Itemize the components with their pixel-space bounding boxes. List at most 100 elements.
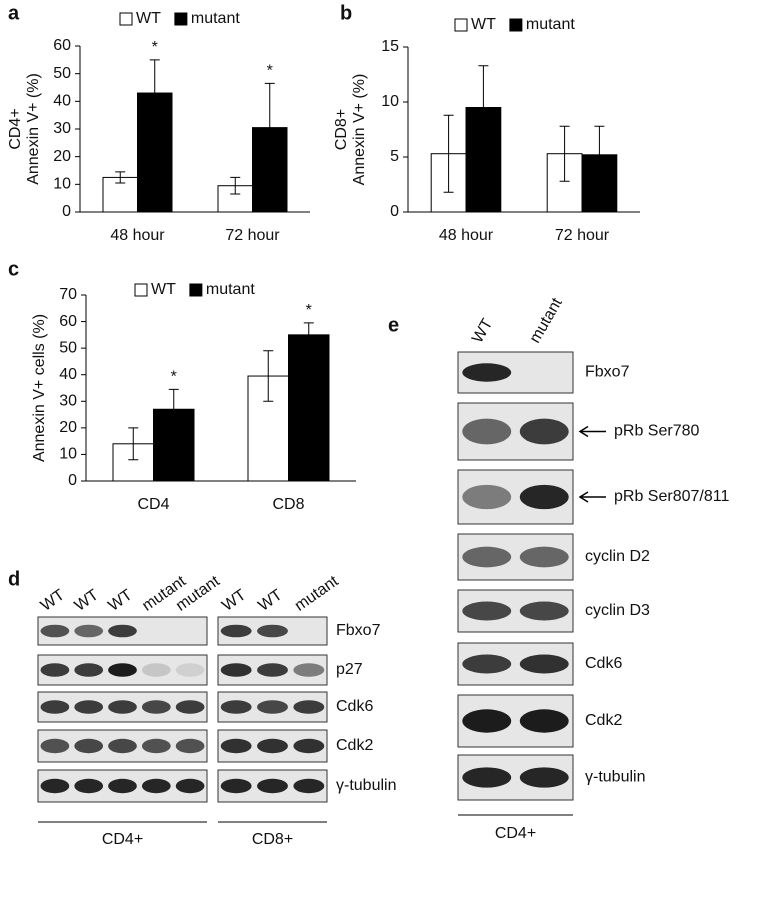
y-tick-label: 70 [59, 286, 77, 303]
legend-label: mutant [206, 281, 255, 298]
significance-marker: * [171, 369, 177, 386]
blot-band [175, 700, 205, 714]
error-bar [128, 427, 139, 461]
blot-band [141, 778, 171, 794]
error-bar [230, 176, 241, 195]
blot-band [257, 700, 288, 714]
panel-label: d [8, 568, 20, 590]
x-tick-label: CD4 [137, 496, 169, 513]
blot-band [519, 601, 569, 621]
error-bar [594, 125, 605, 184]
row-label: Fbxo7 [585, 364, 630, 381]
legend-label: WT [151, 281, 176, 298]
legend-label: WT [136, 10, 161, 27]
y-tick-label: 0 [68, 472, 77, 489]
panel-label: b [340, 2, 352, 24]
significance-marker: * [306, 302, 312, 319]
blot-band [40, 738, 70, 754]
bar [288, 334, 330, 482]
row-label: Cdk2 [336, 737, 373, 754]
blot-band [519, 654, 569, 674]
y-tick-label: 10 [53, 176, 71, 193]
x-tick-label: 48 hour [110, 227, 165, 244]
blot-band [175, 778, 205, 794]
blot-band [74, 624, 104, 638]
y-tick-label: 15 [381, 38, 399, 55]
y-tick-label: 0 [390, 203, 399, 220]
panel-label: a [8, 2, 20, 24]
blot-band [257, 738, 288, 754]
y-axis-label: Annexin V+ cells (%) [31, 314, 48, 462]
lane-label: WT [255, 586, 285, 614]
lane-label: WT [219, 586, 249, 614]
lane-label: mutant [292, 572, 342, 614]
significance-marker: * [267, 63, 273, 80]
blot-band [462, 418, 512, 445]
blot-band [141, 738, 171, 754]
blot-band [462, 767, 512, 788]
blot-band [519, 484, 569, 510]
row-label: Fbxo7 [336, 622, 381, 639]
y-axis-label: CD4+ [7, 108, 24, 149]
blot-band [40, 624, 70, 638]
x-tick-label: 72 hour [225, 227, 280, 244]
panel-label: c [8, 258, 19, 280]
blot-band [141, 663, 171, 677]
blot-band [40, 663, 70, 677]
y-tick-label: 30 [59, 393, 77, 410]
blot-band [220, 624, 252, 638]
blot-band [293, 663, 325, 677]
blot-band [462, 654, 512, 674]
legend-swatch [509, 18, 523, 32]
blot-band [74, 738, 104, 754]
error-bar [264, 82, 275, 173]
blot-band [293, 778, 325, 794]
legend-swatch [189, 283, 203, 297]
row-label: pRb Ser807/811 [614, 488, 729, 505]
x-tick-label: 72 hour [555, 227, 610, 244]
row-label: γ-tubulin [585, 769, 645, 786]
lane-label: WT [105, 586, 135, 614]
y-tick-label: 50 [53, 65, 71, 82]
blot-band [462, 363, 512, 382]
y-tick-label: 20 [59, 419, 77, 436]
row-label: cyclin D2 [585, 548, 650, 565]
blot-band [74, 663, 104, 677]
panel-label: e [388, 314, 399, 336]
error-bar [478, 65, 489, 150]
arrow [578, 425, 606, 438]
legend-swatch [174, 12, 188, 26]
group-label: CD4+ [102, 831, 143, 848]
legend-label: mutant [191, 10, 240, 27]
legend-label: mutant [526, 16, 575, 33]
blot-band [293, 700, 325, 714]
blot-band [519, 418, 569, 445]
y-tick-label: 10 [381, 93, 399, 110]
legend-label: WT [471, 16, 496, 33]
blot-band [40, 700, 70, 714]
y-axis-label: Annexin V+ (%) [25, 73, 42, 185]
blot-band [293, 738, 325, 754]
blot-band [175, 738, 205, 754]
blot-band [462, 484, 512, 510]
blot-band [108, 663, 137, 677]
blot-band [519, 546, 569, 568]
row-label: Cdk2 [585, 712, 622, 729]
legend-swatch [454, 18, 468, 32]
blot-band [462, 709, 512, 733]
error-bar [559, 125, 570, 182]
y-tick-label: 60 [53, 37, 71, 54]
blot-band [519, 767, 569, 788]
blot-band [175, 663, 205, 677]
blot-band [141, 700, 171, 714]
y-tick-label: 10 [59, 446, 77, 463]
lane-label: WT [72, 586, 102, 614]
blot-band [462, 601, 512, 621]
blot-band [257, 624, 288, 638]
lane-label: WT [38, 586, 68, 614]
blot-band [257, 663, 288, 677]
y-tick-label: 30 [53, 120, 71, 137]
blot-band [74, 778, 104, 794]
blot-band [257, 778, 288, 794]
